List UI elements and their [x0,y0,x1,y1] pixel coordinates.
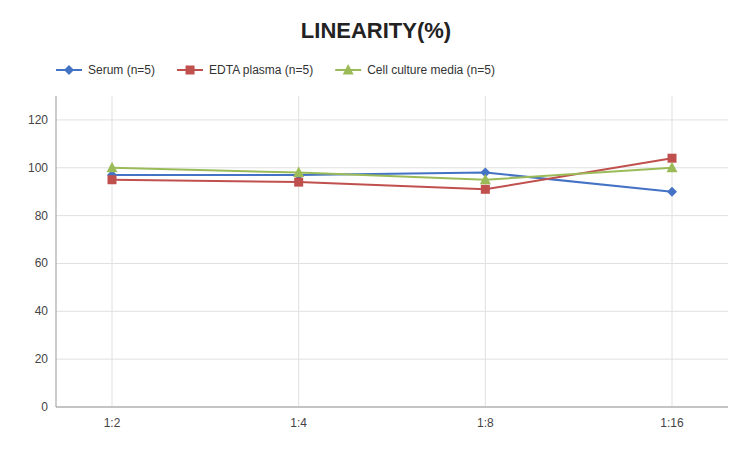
data-point [668,154,677,163]
chart-title: LINEARITY(%) [301,18,451,43]
y-grid-line [56,359,728,360]
chart-svg: LINEARITY(%) 0 20 40 60 80 100 120 1:2 1:4 1:8 1:16… [0,0,752,451]
y-tick-label: 100 [28,161,48,175]
y-grid-line [56,407,728,408]
x-tick-label: 1:2 [104,416,121,430]
chart-container: LINEARITY(%) 0 20 40 60 80 100 120 1:2 1:4 1:8 1:16… [0,0,752,451]
legend: Serum (n=5) EDTA plasma (n=5) Cell culture… [56,63,495,77]
series-1 [108,154,677,194]
legend-label: Serum (n=5) [88,63,155,77]
y-tick-label: 120 [28,113,48,127]
legend-item: Cell culture media (n=5) [335,63,495,77]
plot-area [107,154,678,197]
legend-marker [186,66,195,75]
legend-item: EDTA plasma (n=5) [177,63,313,77]
data-point [294,178,303,187]
data-point [481,185,490,194]
series-2 [107,162,678,184]
y-tick-label: 0 [41,400,48,414]
x-grid-line [485,96,486,407]
y-tick-label: 20 [35,352,49,366]
x-tick-label: 1:4 [290,416,307,430]
x-grid-line [672,96,673,407]
y-grid-line [56,119,728,120]
data-point [667,162,678,173]
legend-item: Serum (n=5) [56,63,155,77]
legend-label: Cell culture media (n=5) [367,63,495,77]
data-point [667,187,677,197]
y-grid-line [56,215,728,216]
y-axis-line [56,96,57,407]
y-tick-label: 40 [35,304,49,318]
series-line [112,168,672,180]
x-grid-line [112,96,113,407]
legend-marker [64,65,74,75]
y-tick-label: 80 [35,209,49,223]
grid [56,96,728,407]
y-grid-line [56,263,728,264]
data-point [108,175,117,184]
x-tick-label: 1:16 [660,416,684,430]
y-tick-label: 60 [35,256,49,270]
legend-label: EDTA plasma (n=5) [209,63,313,77]
data-point [480,174,491,185]
x-tick-label: 1:8 [477,416,494,430]
y-grid-line [56,311,728,312]
series-line [112,158,672,189]
x-grid-line [298,96,299,407]
x-axis-line [56,407,728,408]
data-point [293,167,304,178]
legend-marker [343,64,354,75]
data-point [107,162,118,173]
